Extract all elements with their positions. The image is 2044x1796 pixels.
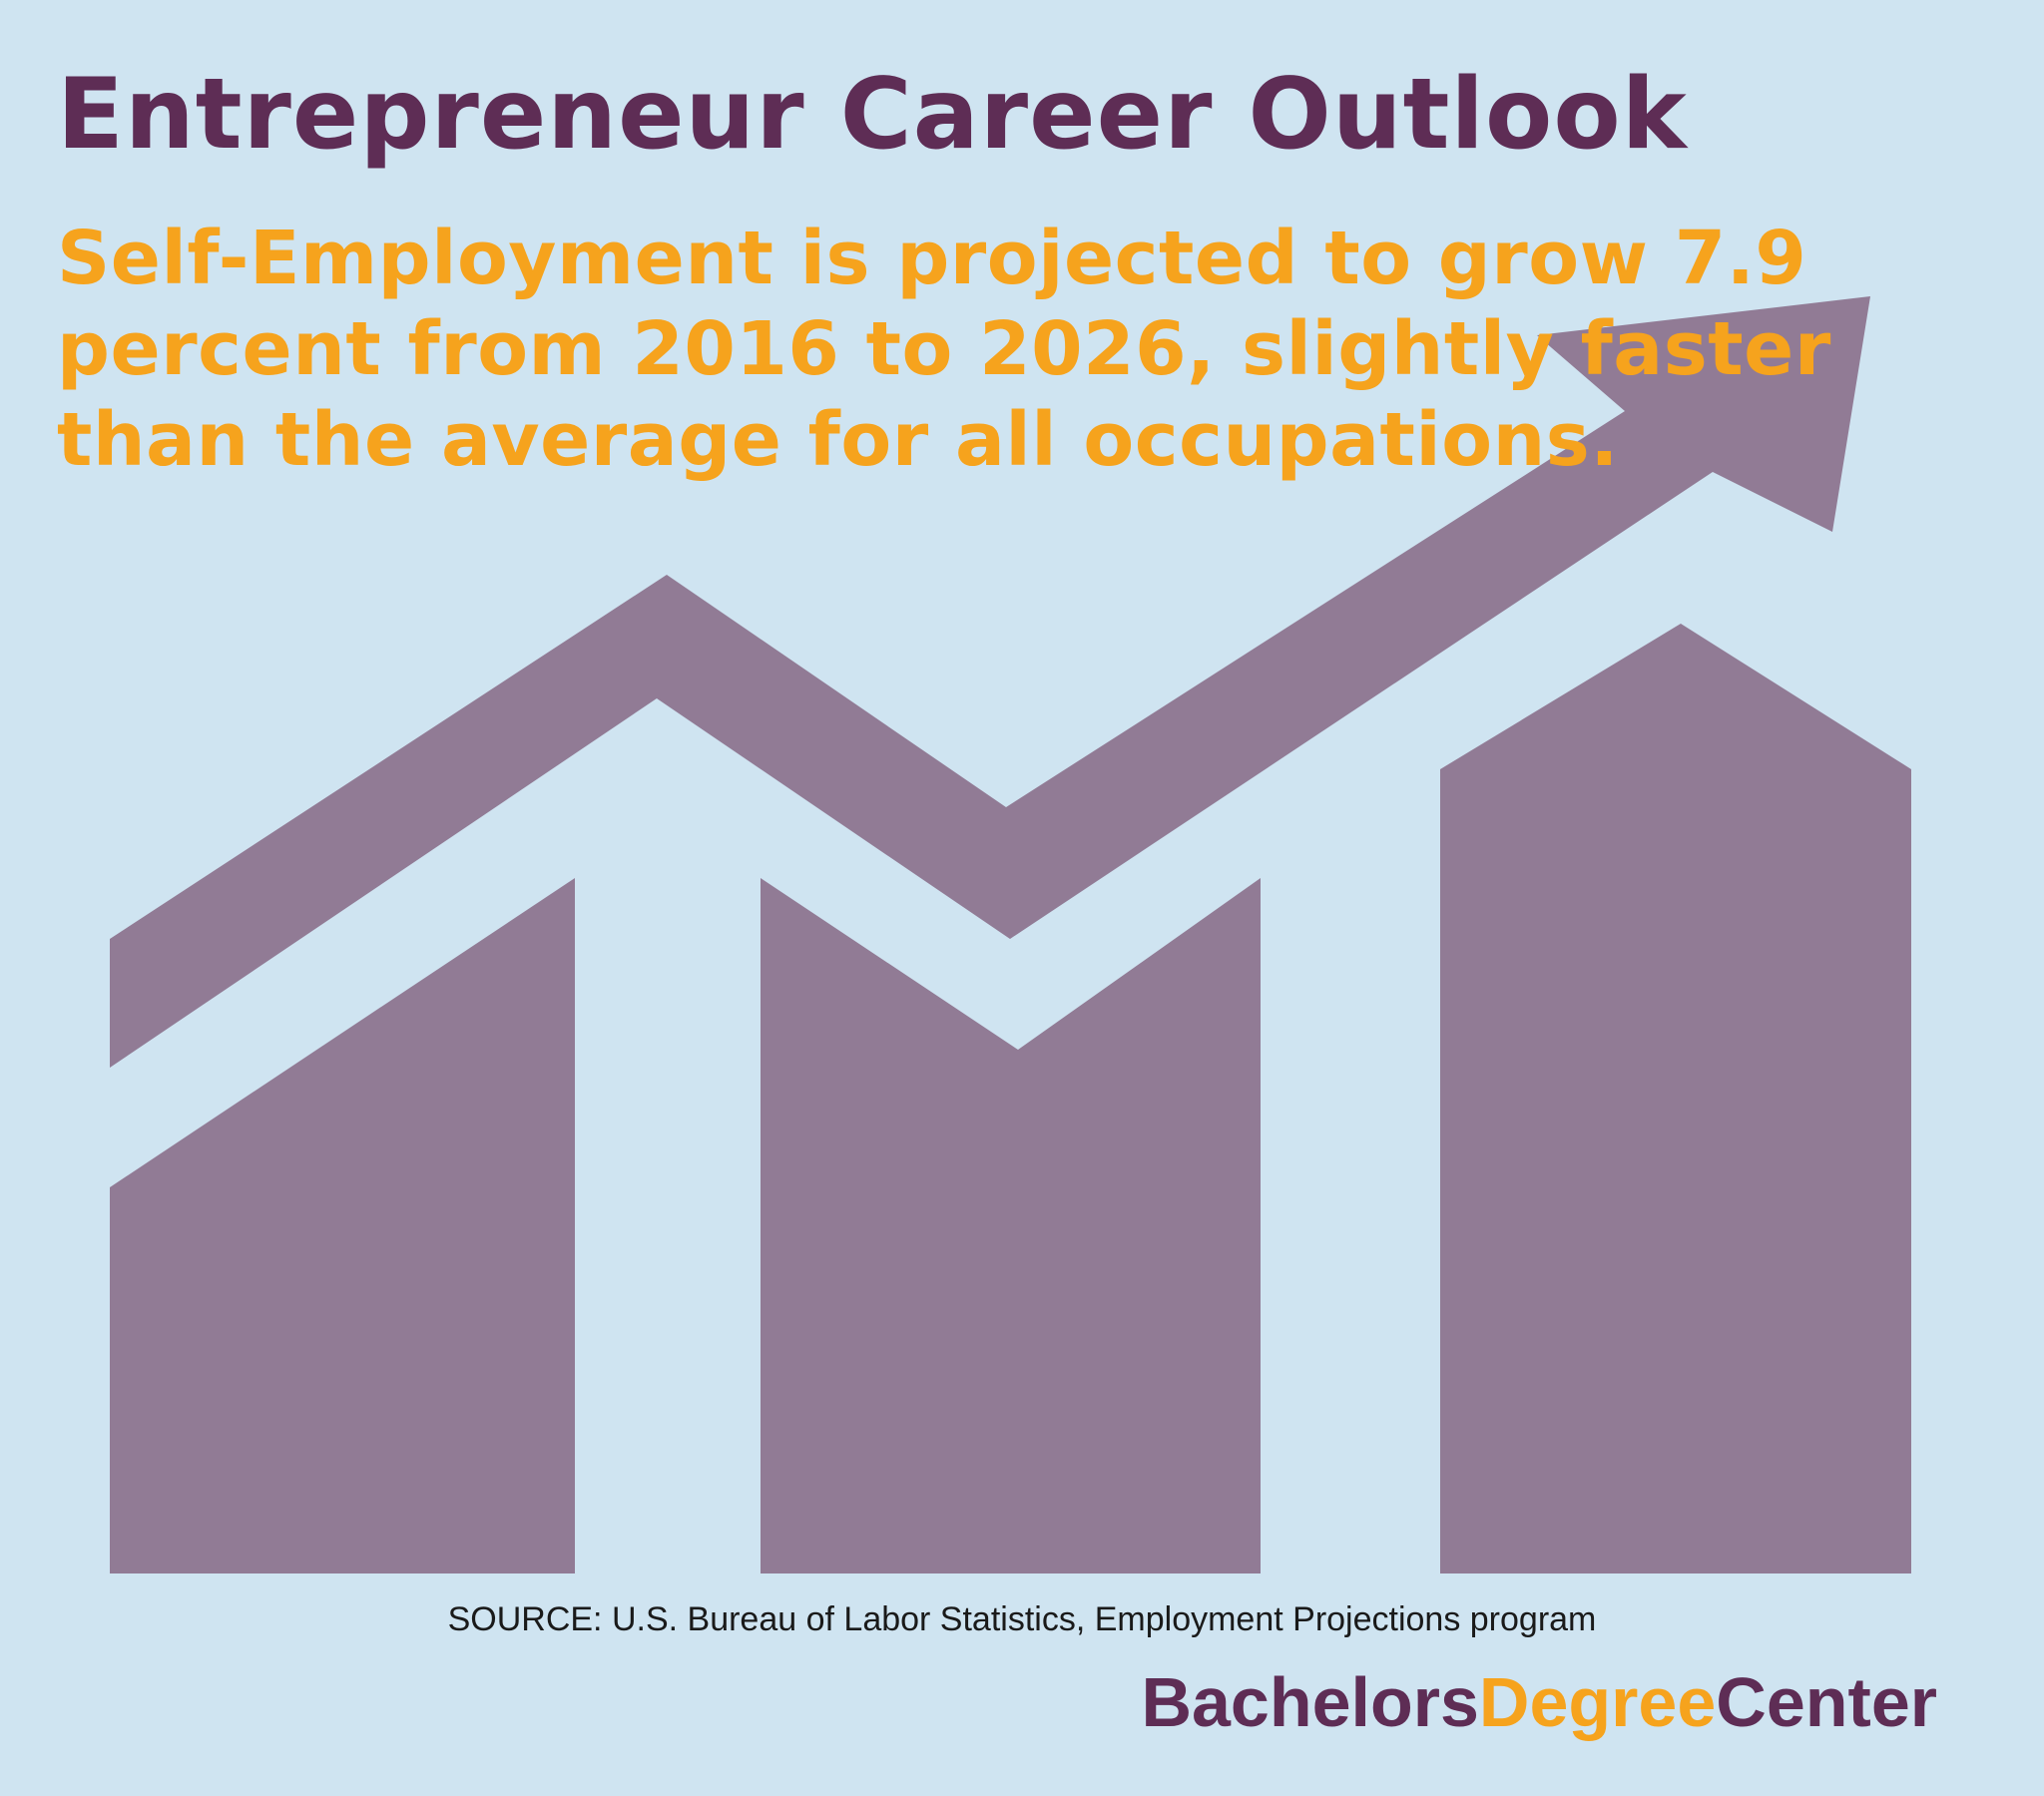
brand-part-degree: Degree — [1478, 1663, 1717, 1741]
growth-arrow — [110, 296, 1870, 1068]
bar-2 — [761, 878, 1261, 1573]
bar-1 — [110, 878, 575, 1573]
brand-part-bachelors: Bachelors — [1141, 1663, 1479, 1741]
brand-logo: BachelorsDegreeCenter — [1141, 1660, 1937, 1744]
bar-3 — [1440, 624, 1911, 1573]
subtitle: Self-Employment is projected to grow 7.9… — [57, 216, 1831, 483]
brand-part-center: Center — [1716, 1663, 1937, 1741]
page-title: Entrepreneur Career Outlook — [57, 58, 1688, 172]
source-note: SOURCE: U.S. Bureau of Labor Statistics,… — [447, 1600, 1597, 1638]
